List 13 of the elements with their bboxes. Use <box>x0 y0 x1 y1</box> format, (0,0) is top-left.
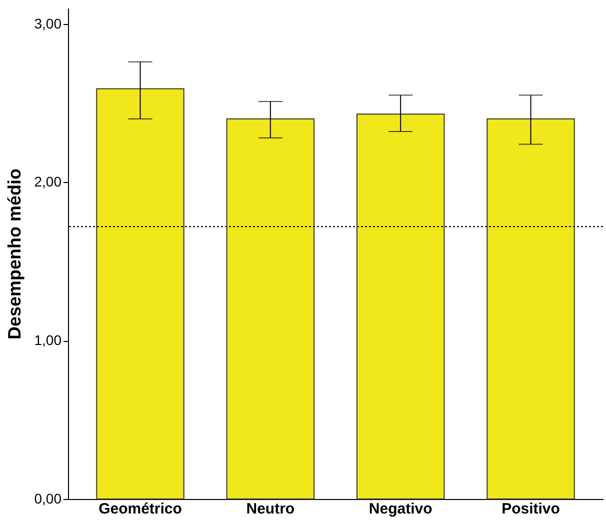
y-tick-label: 2,00 <box>34 174 62 190</box>
bar <box>96 88 184 500</box>
bar <box>356 114 445 500</box>
bar <box>486 118 575 500</box>
y-tick-label: 0,00 <box>34 490 62 506</box>
x-tick-label: Positivo <box>502 500 560 518</box>
y-axis-title: Desempenho médio <box>4 168 24 340</box>
y-tick-label: 1,00 <box>34 332 62 348</box>
x-tick-label: Neutro <box>246 500 295 518</box>
bar <box>226 118 315 500</box>
x-tick-label: Geométrico <box>98 500 182 518</box>
x-tick-label: Negativo <box>368 500 432 518</box>
y-tick-label: 3,00 <box>34 15 62 32</box>
